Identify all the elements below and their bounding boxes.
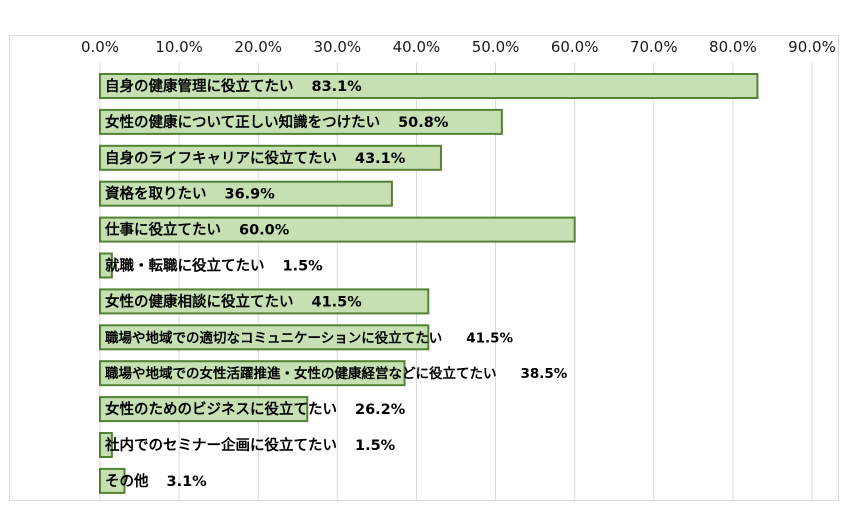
bar-label: 女性のためのビジネスに役立てたい 26.2% [105,400,406,418]
x-tick-label: 50.0% [472,38,520,56]
category-label: 自身の健康管理に役立てたい [105,77,294,95]
value-label: 83.1% [312,79,363,95]
category-label: 女性のためのビジネスに役立てたい [105,400,337,418]
bar-labels: 自身の健康管理に役立てたい 83.1% 女性の健康について正しい知識をつけたい 50.… [104,77,568,490]
bar [99,73,759,99]
bar [99,180,393,207]
value-label: 60.0% [239,223,290,239]
category-label: その他 [105,472,149,490]
value-label: 38.5% [521,366,568,382]
x-tick-label: 80.0% [709,38,757,56]
gridlines [99,63,813,500]
value-label: 41.5% [466,330,513,346]
bar [99,467,126,494]
category-label: 仕事に役立てたい [104,221,221,239]
category-label: 女性の健康について正しい知識をつけたい [105,113,380,131]
bar-label: 職場や地域での女性活躍推進・女性の健康経営などに役立てたい 38.5% [105,365,568,382]
category-label: 就職・転職に役立てたい [105,257,265,275]
value-label: 41.5% [312,294,363,310]
x-tick-label: 30.0% [314,38,362,56]
value-label: 1.5% [283,259,324,275]
value-label: 36.9% [225,187,276,203]
category-label: 女性の健康相談に役立てたい [105,292,294,310]
bar-label: 女性の健康について正しい知識をつけたい 50.8% [105,113,449,131]
bar-label: 職場や地域での適切なコミュニケーションに役立てたい 41.5% [105,329,514,346]
x-axis-ticks: 0.0% 10.0% 20.0% 30.0% 40.0% 50.0% 60.0% 70.0% 8… [81,38,836,56]
bar-label: 自身のライフキャリアに役立てたい 43.1% [105,149,406,167]
bar [99,108,503,135]
category-label: 社内でのセミナー企画に役立てたい [104,436,337,454]
category-label: 資格を取りたい [105,185,207,203]
value-label: 50.8% [398,115,449,131]
bar [99,144,442,171]
bar-label: 自身の健康管理に役立てたい 83.1% [105,77,362,95]
x-tick-label: 70.0% [630,38,678,56]
value-label: 26.2% [355,402,406,418]
category-label: 自身のライフキャリアに役立てたい [105,149,337,167]
bar [99,360,406,387]
bar [99,216,576,243]
category-label: 職場や地域での適切なコミュニケーションに役立てたい [105,329,442,346]
x-tick-label: 10.0% [155,38,203,56]
bar-label: 社内でのセミナー企画に役立てたい 1.5% [104,436,396,454]
bars [99,73,759,494]
bar-label: 資格を取りたい 36.9% [105,185,275,203]
value-label: 43.1% [355,151,406,167]
bar [99,288,430,315]
category-label: 職場や地域での女性活躍推進・女性の健康経営などに役立てたい [105,365,497,382]
bar [99,252,113,279]
bar [99,432,113,458]
x-tick-label: 0.0% [81,38,119,56]
bar-label: その他 3.1% [105,472,207,490]
bar [99,324,430,351]
bar-label: 仕事に役立てたい 60.0% [104,221,290,239]
value-label: 1.5% [355,438,396,454]
x-tick-label: 90.0% [788,38,836,56]
x-tick-label: 40.0% [393,38,441,56]
x-tick-label: 60.0% [551,38,599,56]
x-tick-label: 20.0% [234,38,282,56]
bar [99,396,309,423]
bar-label: 女性の健康相談に役立てたい 41.5% [105,292,362,310]
bar-label: 就職・転職に役立てたい 1.5% [105,257,323,275]
value-label: 3.1% [167,474,208,490]
